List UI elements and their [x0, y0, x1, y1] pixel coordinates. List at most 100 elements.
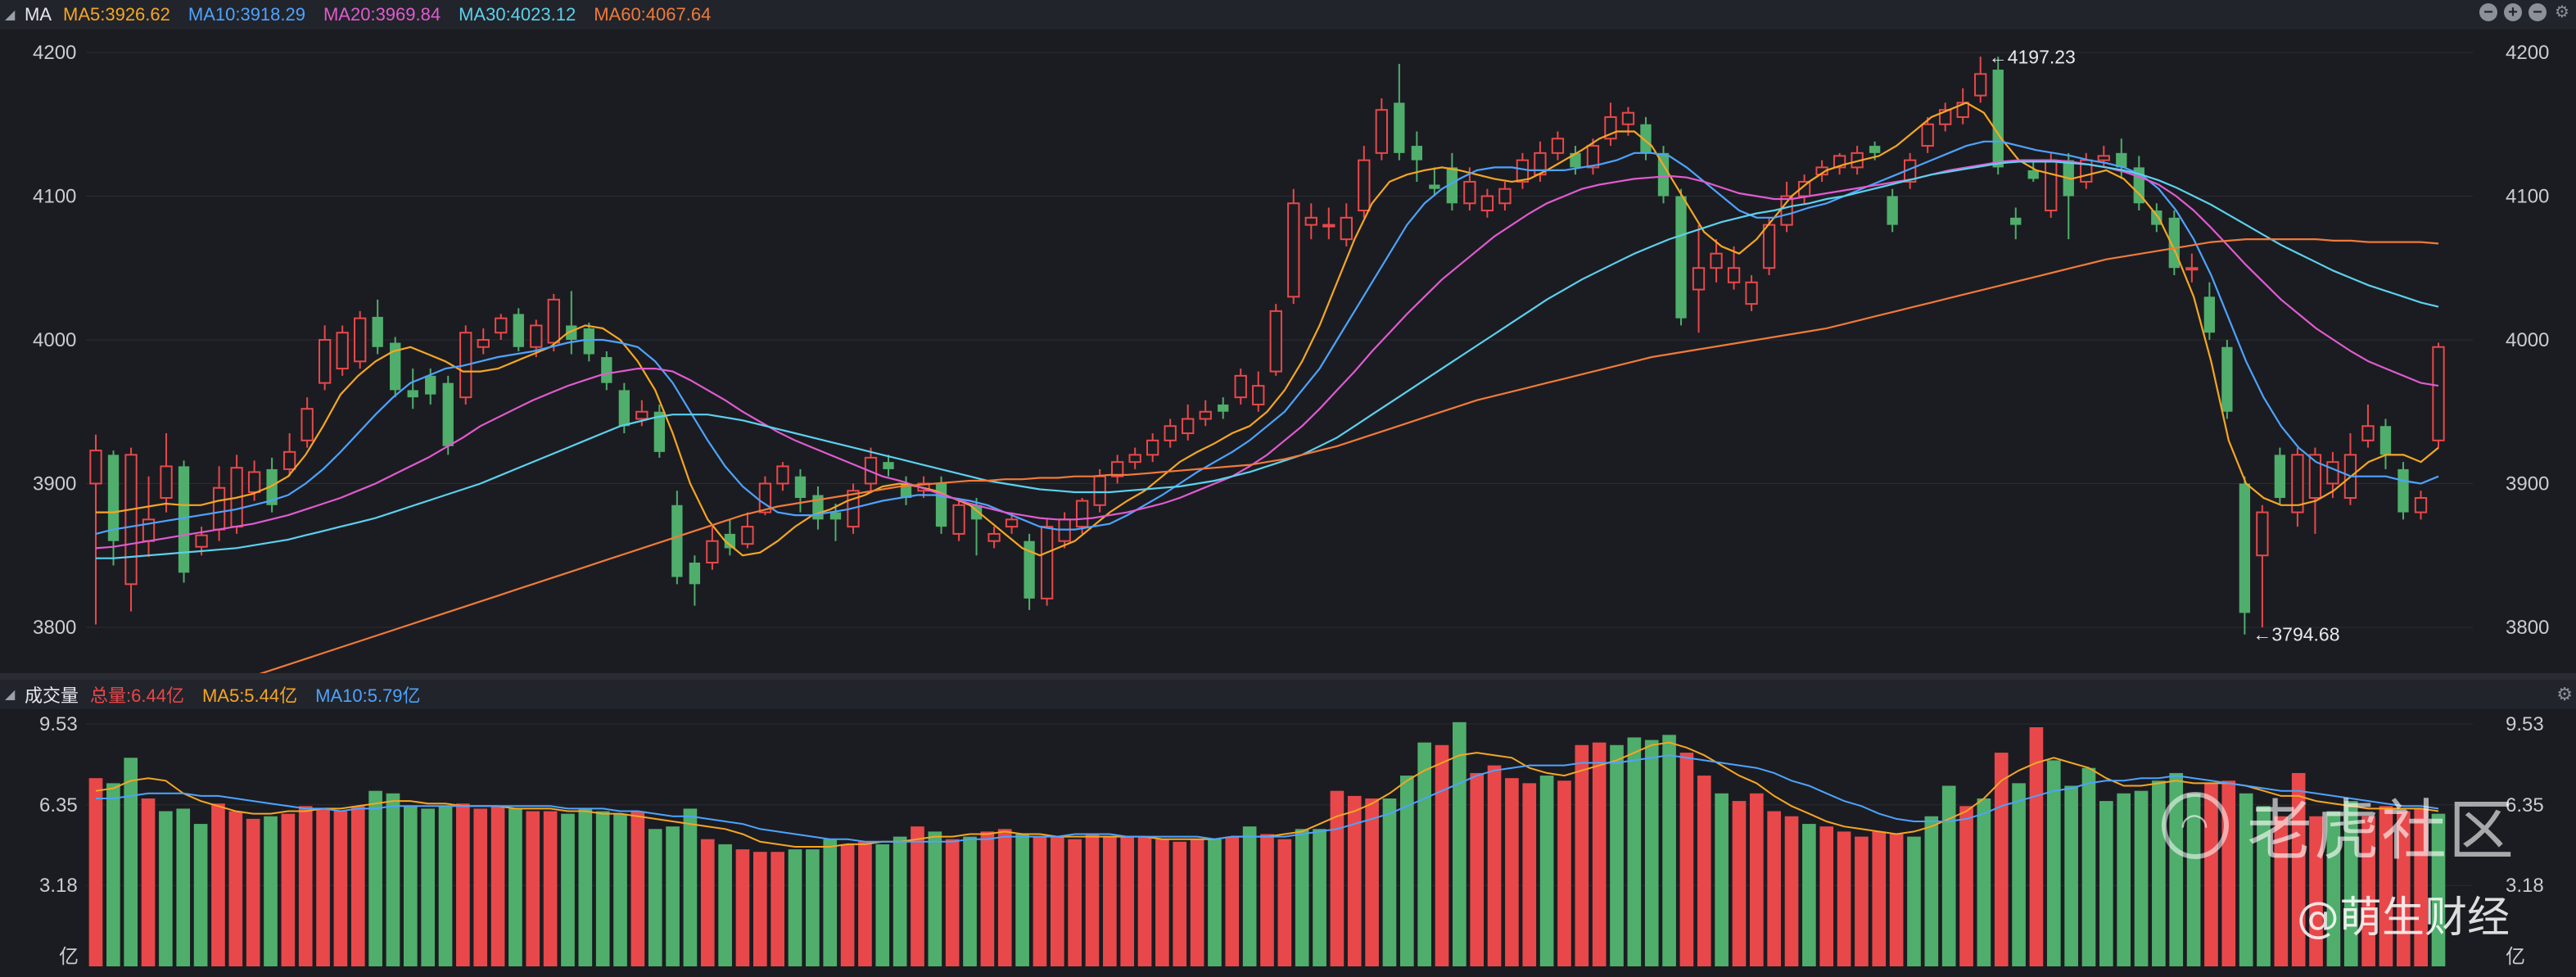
- volume-bar: [456, 803, 470, 966]
- volume-bar: [106, 783, 120, 966]
- minus-icon[interactable]: −: [2479, 3, 2497, 21]
- volume-bar: [1137, 836, 1152, 966]
- volume-bar: [159, 811, 173, 966]
- candle-body: [724, 533, 736, 549]
- candle-body: [301, 408, 314, 441]
- volume-bar: [228, 811, 243, 966]
- volume-bar: [613, 813, 627, 966]
- candle-body: [1446, 167, 1458, 204]
- volume-bar: [997, 829, 1012, 966]
- volume-tick-left: 3.18: [39, 875, 78, 897]
- candle-body: [266, 468, 278, 505]
- ma-line-ma60: [95, 238, 2439, 729]
- volume-bar: [1749, 793, 1764, 966]
- volume-bar: [1225, 836, 1240, 966]
- volume-bar: [2274, 816, 2289, 966]
- volume-bar: [403, 806, 418, 966]
- volume-bar: [578, 808, 593, 966]
- gear-icon[interactable]: ⚙: [2556, 684, 2573, 704]
- volume-bar: [2046, 760, 2061, 966]
- volume-tick-right: 6.35: [2506, 794, 2544, 816]
- candle-body: [1252, 385, 1265, 405]
- volume-bar: [1295, 829, 1309, 966]
- price-tick-right: 3900: [2506, 473, 2549, 495]
- volume-bar: [2431, 813, 2446, 966]
- volume-bar: [753, 852, 767, 966]
- volume-bar: [630, 811, 645, 966]
- candle-body: [2379, 426, 2392, 455]
- volume-bar: [893, 836, 907, 966]
- watermark-brand-text: 老虎社区: [2247, 793, 2515, 869]
- volume-bar: [1994, 753, 2009, 966]
- volume-bar: [595, 811, 610, 966]
- volume-bar: [718, 844, 732, 966]
- volume-bar: [1085, 834, 1100, 966]
- watermark-brand: ◠ 老虎社区: [2162, 778, 2515, 873]
- candle-body: [1586, 145, 1600, 169]
- volume-tick-right: 9.53: [2506, 713, 2544, 735]
- volume-bar: [1347, 795, 1362, 966]
- candle-body: [1498, 188, 1512, 205]
- volume-bar: [1120, 836, 1135, 966]
- candle-body: [1815, 166, 1828, 176]
- volume-bar: [1959, 806, 1973, 966]
- volume-bar: [2134, 790, 2149, 966]
- candle-body: [1692, 267, 1706, 291]
- volume-bar: [1767, 811, 1781, 966]
- volume-bar: [526, 811, 540, 966]
- volume-bar: [1033, 836, 1047, 966]
- volume-bar: [1208, 839, 1222, 966]
- legend-ma20: MA20:3969.84: [323, 4, 441, 25]
- minimize-icon[interactable]: −: [2529, 3, 2547, 21]
- volume-bar: [2064, 785, 2078, 966]
- candle-body: [1358, 159, 1371, 212]
- volume-bar: [421, 808, 435, 966]
- candle-body: [1992, 70, 2004, 168]
- volume-bar: [1575, 744, 1589, 966]
- price-tick-left: 4200: [33, 42, 76, 64]
- collapse-triangle-icon[interactable]: ◢: [5, 8, 16, 22]
- candle-body: [689, 562, 701, 585]
- candle-body: [1110, 461, 1124, 477]
- volume-bar: [945, 839, 960, 966]
- ma-line-ma10: [95, 140, 2439, 535]
- volume-bar: [1837, 831, 1851, 966]
- volume-bar: [1627, 737, 1642, 966]
- volume-bar: [1277, 839, 1292, 966]
- volume-indicator-name[interactable]: 成交量: [25, 685, 79, 706]
- candle-body: [952, 504, 965, 535]
- candle-body: [1075, 500, 1089, 528]
- watermark-author: @萌生财经: [2297, 893, 2510, 943]
- volume-bar: [2029, 727, 2044, 966]
- volume-bar: [1382, 798, 1397, 966]
- candle-body: [2432, 346, 2445, 441]
- volume-bar: [1977, 798, 1991, 966]
- volume-bar: [2099, 801, 2113, 966]
- candle-body: [1429, 184, 1440, 189]
- collapse-triangle-icon[interactable]: ◢: [5, 688, 16, 702]
- volume-bar: [2291, 772, 2306, 966]
- ma-line-ma20: [95, 159, 2439, 550]
- volume-bar: [875, 844, 890, 966]
- candle-body: [178, 466, 190, 573]
- volume-bar: [1732, 801, 1747, 966]
- candle-body: [247, 471, 261, 494]
- volume-bar: [2414, 808, 2428, 966]
- volume-bar: [963, 836, 977, 966]
- volume-bar: [193, 824, 208, 966]
- price-tick-left: 3900: [33, 473, 76, 495]
- price-tick-left: 3800: [33, 617, 76, 639]
- gear-icon[interactable]: ⚙: [2555, 3, 2569, 21]
- volume-bar: [490, 806, 505, 966]
- candle-body: [706, 540, 719, 563]
- volume-bar: [806, 849, 820, 966]
- candle-body: [390, 342, 401, 391]
- candle-body: [2116, 152, 2127, 168]
- volume-unit-left: 亿: [59, 945, 79, 968]
- volume-bar: [124, 758, 138, 966]
- plus-icon[interactable]: +: [2504, 3, 2522, 21]
- candle-body: [2045, 159, 2058, 212]
- price-indicator-name[interactable]: MA: [25, 4, 52, 25]
